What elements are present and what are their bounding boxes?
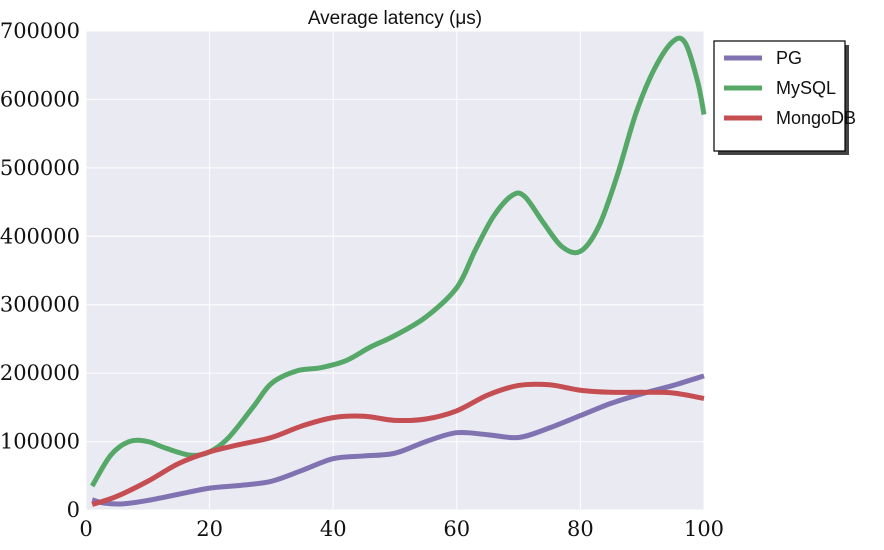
- y-tick-label: 0: [67, 498, 80, 522]
- x-tick-label: 100: [684, 517, 724, 541]
- x-tick-label: 80: [567, 517, 594, 541]
- y-tick-label: 500000: [0, 156, 80, 180]
- y-tick-label: 400000: [0, 224, 80, 248]
- chart-title: Average latency (μs): [308, 8, 482, 29]
- series-lines: [90, 35, 707, 507]
- y-tick-label: 300000: [0, 293, 80, 317]
- x-tick-label: 60: [443, 517, 470, 541]
- y-tick-label: 600000: [0, 87, 80, 111]
- x-axis-ticks: 0 20 40 60 80 100: [79, 517, 724, 541]
- x-tick-label: 40: [320, 517, 347, 541]
- legend-label-mysql: MySQL: [776, 78, 836, 98]
- legend: PG MySQL MongoDB: [713, 40, 856, 155]
- x-tick-label: 0: [79, 517, 92, 541]
- series-line-mongodb: [91, 381, 705, 507]
- y-tick-label: 100000: [0, 430, 80, 454]
- plot-background: [86, 31, 704, 510]
- legend-label-pg: PG: [776, 48, 802, 68]
- series-line-pg: [91, 373, 705, 507]
- y-axis-ticks: 0 100000 200000 300000 400000 500000 600000 700…: [0, 19, 80, 522]
- y-tick-label: 200000: [0, 361, 80, 385]
- y-tick-label: 700000: [0, 19, 80, 43]
- legend-label-mongodb: MongoDB: [776, 108, 856, 128]
- x-tick-label: 20: [196, 517, 223, 541]
